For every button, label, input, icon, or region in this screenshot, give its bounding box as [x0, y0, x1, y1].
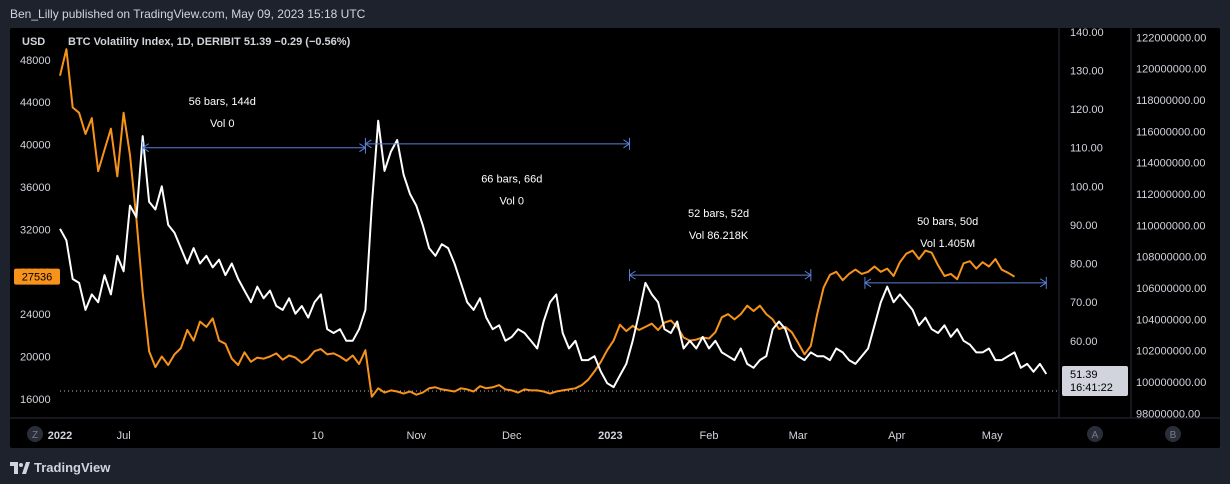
right-axis-1-tick-label: 120.00: [1070, 104, 1104, 116]
right-axis-1-tick-label: 140.00: [1070, 28, 1104, 39]
last-value-text: 51.39: [1070, 369, 1098, 381]
x-tick-label: Dec: [502, 430, 522, 442]
x-tick-label: May: [982, 430, 1003, 442]
left-tick-label: 44000: [20, 97, 51, 109]
right-axis-2-tick-label: 100000000.00: [1136, 377, 1206, 389]
last-value-label-bg: [1062, 366, 1128, 397]
range-label-bars: 50 bars, 50d: [917, 216, 978, 228]
right-axis-1-tick-label: 100.00: [1070, 181, 1104, 193]
countdown-text: 16:41:22: [1070, 382, 1113, 394]
last-value-label: 51.39 16:41:22: [1062, 366, 1128, 397]
range-arrow-left: [864, 278, 872, 288]
chart-area[interactable]: USD BTC Volatility Index, 1D, DERIBIT 51…: [10, 27, 1220, 448]
right-axis-2-tick-label: 112000000.00: [1136, 189, 1206, 201]
tradingview-logo-icon: [10, 461, 30, 474]
right-axis-2-tick-label: 114000000.00: [1136, 158, 1206, 170]
right-axis-1-tick-label: 70.00: [1070, 297, 1098, 309]
right-axis-2-tick-label: 98000000.00: [1136, 408, 1200, 420]
right-axis-1-tick-label: 60.00: [1070, 336, 1098, 348]
right-axis-2-tick-label: 108000000.00: [1136, 252, 1206, 264]
series-line-0: [59, 48, 1016, 398]
range-label-bars: 52 bars, 52d: [688, 208, 749, 220]
x-tick-label: 2023: [598, 430, 622, 442]
right-axis-1-tick-label: 80.00: [1070, 259, 1098, 271]
auto-scale-b-button[interactable]: B: [1165, 426, 1181, 442]
range-label-vol: Vol 0: [500, 195, 524, 207]
x-tick-label: Apr: [888, 430, 905, 442]
x-tick-label: 2022: [48, 430, 72, 442]
right-axis-1-tick-label: 110.00: [1070, 143, 1103, 155]
right-axis-1-tick-label: 90.00: [1070, 220, 1098, 232]
right-axis-1-ticks: 140.00 130.00 120.00 110.00 100.00 90.00 80.00…: [1070, 27, 1104, 348]
range-arrow-left: [141, 143, 149, 153]
right-axis-2-tick-label: 110000000.00: [1136, 220, 1206, 232]
left-tick-label: 20000: [20, 352, 51, 364]
published-by-text: Ben_Lilly published on TradingView.com, …: [10, 7, 366, 21]
right-axis-2-tick-label: 118000000.00: [1136, 95, 1206, 107]
right-axis-2-tick-label: 120000000.00: [1136, 64, 1206, 76]
x-tick-label: Jul: [117, 430, 131, 442]
annotation-layer: 56 bars, 144d Vol 0 66 bars, 66d Vol 0 52 ba…: [141, 96, 1048, 289]
price-label-text: 27536: [22, 272, 53, 284]
z-button-circle[interactable]: [27, 426, 43, 442]
b-button-circle[interactable]: [1165, 426, 1181, 442]
range-arrow-right: [804, 270, 812, 280]
price-label: 27536: [14, 268, 60, 285]
chart-svg[interactable]: USD BTC Volatility Index, 1D, DERIBIT 51…: [10, 27, 1220, 448]
range-arrow-right: [1039, 278, 1048, 288]
auto-scale-a-button[interactable]: A: [1087, 426, 1103, 442]
x-tick-label: Mar: [789, 430, 808, 442]
left-tick-label: 48000: [20, 55, 51, 67]
header: Ben_Lilly published on TradingView.com, …: [0, 0, 1230, 28]
right-axis-2-ticks: 122000000.00 120000000.00 118000000.00 1160…: [1136, 32, 1206, 420]
left-tick-label: 24000: [20, 309, 51, 321]
left-tick-label: 40000: [20, 140, 51, 152]
range-arrow-left: [628, 270, 636, 280]
right-axis-2-tick-label: 102000000.00: [1136, 346, 1206, 358]
a-button-circle[interactable]: [1087, 426, 1103, 442]
tradingview-logo[interactable]: TradingView: [10, 460, 110, 475]
left-tick-label: 32000: [20, 224, 51, 236]
price-label-bg: [14, 268, 60, 285]
z-button-label[interactable]: Z: [32, 430, 38, 441]
auto-scale-z-button[interactable]: Z: [27, 426, 43, 442]
a-button-label[interactable]: A: [1092, 430, 1099, 441]
x-tick-label: Nov: [407, 430, 427, 442]
range-label-vol: Vol 86.218K: [689, 230, 749, 242]
right-axis-2-tick-label: 122000000.00: [1136, 32, 1206, 44]
range-label-vol: Vol 1.405M: [920, 238, 975, 250]
left-tick-label: 16000: [20, 394, 51, 406]
right-axis-2-tick-label: 116000000.00: [1136, 126, 1206, 138]
tradingview-brand-text: TradingView: [34, 460, 111, 475]
range-label-bars: 56 bars, 144d: [189, 96, 256, 108]
right-axis-2-tick-label: 106000000.00: [1136, 283, 1206, 295]
x-tick-label: Feb: [700, 430, 719, 442]
range-label-vol: Vol 0: [210, 118, 234, 130]
right-axis-1-tick-label: 130.00: [1070, 65, 1104, 77]
left-axis-ticks: 4800044000400003600032000280002400020000…: [20, 55, 51, 406]
range-arrow-right: [623, 139, 631, 149]
range-label-bars: 66 bars, 66d: [481, 173, 542, 185]
left-axis-label: USD: [22, 36, 45, 48]
b-button-label[interactable]: B: [1170, 430, 1177, 441]
footer: TradingView: [0, 452, 1230, 484]
series-line-1: [59, 119, 1048, 389]
x-axis-ticks: 2022 Jul 10 Nov Dec 2023 Feb Mar Apr May: [48, 430, 1003, 442]
series-layer: [59, 48, 1048, 398]
range-arrow-left: [364, 139, 372, 149]
right-axis-2-tick-label: 104000000.00: [1136, 314, 1206, 326]
x-tick-label: 10: [312, 430, 324, 442]
chart-title: BTC Volatility Index, 1D, DERIBIT 51.39 …: [68, 36, 351, 48]
left-tick-label: 36000: [20, 182, 51, 194]
